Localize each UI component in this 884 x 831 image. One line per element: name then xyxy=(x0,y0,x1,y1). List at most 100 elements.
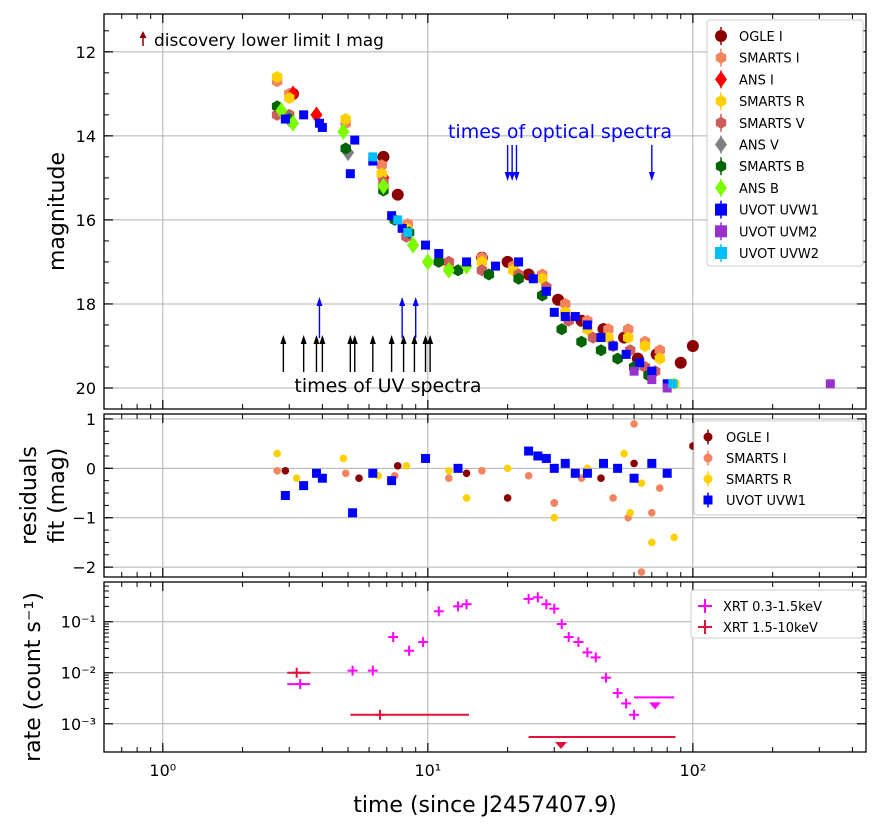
residual-point-uvot_uvw1 xyxy=(541,453,551,463)
legend-label: UVOT UVW2 xyxy=(739,247,819,262)
residual-point-smarts_i xyxy=(630,420,638,428)
residual-point-uvot_uvw1 xyxy=(387,476,397,486)
data-point-uvot_uvw1 xyxy=(541,286,551,296)
data-point-uvot_uvw1 xyxy=(514,257,524,267)
y-axis-label-rate: rate (count s⁻¹) xyxy=(21,592,46,762)
data-point-smarts_r xyxy=(340,113,351,126)
residual-point-uvot_uvw1 xyxy=(570,468,580,478)
residual-point-uvot_uvw1 xyxy=(317,473,327,483)
legend-label: UVOT UVW1 xyxy=(726,494,806,509)
residual-point-smarts_r xyxy=(402,462,411,470)
data-point-ans_b xyxy=(407,236,420,254)
residual-point-smarts_r xyxy=(273,449,281,458)
uv-spectrum-arrowhead xyxy=(313,335,320,344)
data-point-smarts_i xyxy=(376,159,387,172)
data-point-uvot_uvw1 xyxy=(490,261,500,271)
xrt-point-xrt_soft xyxy=(532,592,543,603)
residual-point-uvot_uvw1 xyxy=(560,458,570,468)
uv-spectrum-long-arrowhead xyxy=(412,297,419,306)
x-tick-label: 10⁰ xyxy=(149,761,176,780)
xrt-point-xrt_soft xyxy=(573,637,584,648)
data-point-uvot_uvw1 xyxy=(608,341,618,351)
data-point-ogle_i xyxy=(686,339,699,352)
uv-spectrum-arrowhead xyxy=(411,335,418,344)
residual-point-smarts_r xyxy=(620,449,628,458)
xrt-point-xrt_soft xyxy=(367,665,378,676)
residual-point-smarts_i xyxy=(524,471,533,480)
data-point-smarts_b xyxy=(452,264,464,277)
residual-point-smarts_i xyxy=(655,484,664,492)
optical-spectrum-arrowhead xyxy=(504,172,511,181)
residual-point-smarts_i xyxy=(550,499,559,507)
residual-point-uvot_uvw1 xyxy=(421,453,431,463)
data-point-uvot_uvm2 xyxy=(629,366,639,376)
uv-spectrum-arrowhead xyxy=(280,335,287,344)
xrt-point-xrt_soft xyxy=(523,593,534,604)
data-point-uvot_uvw1 xyxy=(635,358,645,368)
data-point-smarts_v xyxy=(443,255,454,268)
xrt-point-xrt_soft xyxy=(453,601,464,612)
residual-point-uvot_uvw1 xyxy=(582,468,592,478)
data-point-ans_b xyxy=(337,123,350,141)
data-point-ans_b xyxy=(377,177,390,195)
legend-label: SMARTS R xyxy=(739,95,805,110)
residual-point-smarts_r xyxy=(670,533,678,542)
residual-point-smarts_i xyxy=(273,467,281,475)
legend-label: SMARTS V xyxy=(739,117,805,132)
data-point-uvot_uvw1 xyxy=(528,274,538,284)
data-point-uvot_uvw1 xyxy=(462,257,472,267)
residual-point-smarts_i xyxy=(637,568,646,576)
residual-point-uvot_uvw1 xyxy=(280,491,290,500)
residual-point-ogle_i xyxy=(355,474,363,483)
xrt-point-xrt_soft xyxy=(590,652,601,663)
xrt-point-xrt_soft xyxy=(556,619,567,630)
legend-box xyxy=(693,420,864,516)
residual-point-ogle_i xyxy=(597,474,605,483)
residual-point-ogle_i xyxy=(630,459,638,468)
text-layer: 12 14 16 18 20 discovery lower limit I mag tim… xyxy=(17,31,706,818)
residual-point-smarts_r xyxy=(339,454,348,463)
residual-point-ogle_i xyxy=(503,494,512,502)
y-tick-label: 10⁻³ xyxy=(61,715,96,734)
data-point-smarts_r xyxy=(654,352,665,365)
residual-point-ogle_i xyxy=(393,462,402,470)
data-point-ans_b xyxy=(442,261,455,279)
y-tick-label: −1 xyxy=(72,509,96,528)
data-point-uvot_uvw1 xyxy=(549,307,559,317)
x-tick-label: 10¹ xyxy=(414,761,441,780)
legend-label: SMARTS R xyxy=(726,473,792,488)
data-point-smarts_b xyxy=(433,255,444,268)
x-axis-label: time (since J2457407.9) xyxy=(353,793,616,818)
legend-magnitude: OGLE I SMARTS I ANS I SMARTS R SMARTS V ANS V… xyxy=(706,19,864,267)
data-point-smarts_b xyxy=(556,323,567,336)
uv-spectrum-long-arrowhead xyxy=(399,297,406,306)
panel-frame xyxy=(103,413,867,578)
discovery-annotation: discovery lower limit I mag xyxy=(154,31,384,51)
data-point-smarts_r xyxy=(639,340,651,352)
xrt-point-xrt_soft xyxy=(629,709,640,720)
data-point-ogle_i xyxy=(391,188,404,201)
residual-point-smarts_i xyxy=(445,474,453,483)
residual-point-uvot_uvw1 xyxy=(299,481,309,491)
residual-point-uvot_uvw1 xyxy=(629,473,639,483)
data-point-smarts_i xyxy=(654,344,665,357)
xrt-point-xrt_soft xyxy=(404,645,415,656)
data-point-smarts_r xyxy=(603,331,614,344)
data-point-uvot_uvw2 xyxy=(403,228,413,238)
data-point-uvot_uvw1 xyxy=(397,223,407,233)
xrt-point-xrt_soft xyxy=(433,606,444,617)
y-axis-label-magnitude: magnitude xyxy=(45,152,70,271)
residual-point-uvot_uvw1 xyxy=(613,463,623,473)
upper-limit-arrowhead xyxy=(554,742,567,750)
residual-point-smarts_r xyxy=(550,513,559,522)
panel-frame xyxy=(103,581,867,753)
data-point-uvot_uvw1 xyxy=(560,312,570,322)
data-point-smarts_i xyxy=(560,297,571,310)
legend-label: UVOT UVM2 xyxy=(739,225,817,240)
marks-layer xyxy=(139,31,835,750)
data-point-uvot_uvw1 xyxy=(434,249,444,259)
data-point-uvot_uvw1 xyxy=(621,349,631,359)
data-point-uvot_uvm2 xyxy=(647,375,657,385)
legend-label: UVOT UVW1 xyxy=(739,204,819,219)
residual-point-ogle_i xyxy=(281,467,290,475)
